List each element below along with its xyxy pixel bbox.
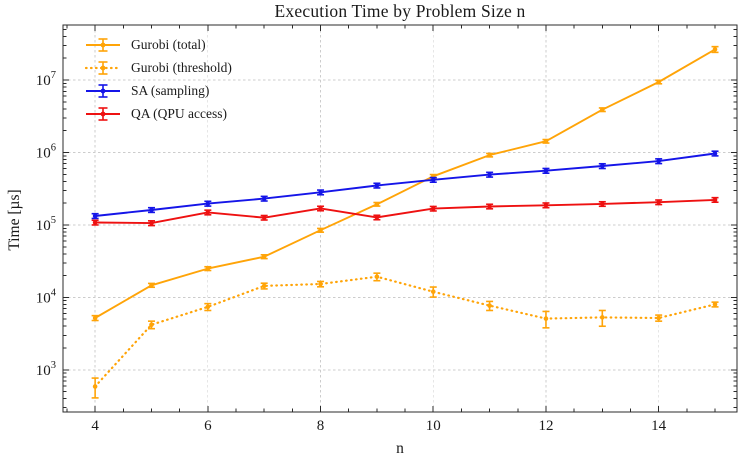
data-point — [149, 220, 154, 226]
chart-title: Execution Time by Problem Size n — [274, 1, 526, 21]
legend-marker — [86, 106, 120, 121]
legend-item: QA (QPU access) — [84, 102, 232, 125]
data-point — [318, 206, 323, 211]
data-point — [205, 210, 211, 215]
data-point — [318, 190, 323, 195]
data-point — [261, 283, 267, 289]
legend-marker — [86, 37, 120, 52]
data-point — [600, 107, 605, 112]
x-tick-label: 8 — [317, 418, 325, 434]
y-tick-label: 106 — [36, 142, 56, 161]
legend-item: Gurobi (threshold) — [84, 56, 232, 79]
y-tick-label: 103 — [36, 360, 56, 379]
data-point — [656, 158, 661, 164]
data-point — [712, 197, 718, 203]
data-point — [656, 79, 661, 85]
data-point — [430, 289, 436, 294]
data-point — [318, 227, 323, 233]
data-point — [149, 207, 154, 213]
data-point — [656, 315, 661, 321]
legend-label: Gurobi (threshold) — [131, 59, 232, 75]
x-tick-label: 6 — [204, 418, 212, 434]
legend-label: Gurobi (total) — [131, 36, 206, 52]
data-point — [487, 204, 492, 209]
data-point — [543, 202, 549, 208]
y-tick-label: 104 — [36, 287, 57, 306]
data-point — [543, 138, 549, 144]
data-point — [430, 177, 436, 183]
data-point — [712, 47, 718, 52]
data-point — [149, 322, 154, 327]
data-point — [374, 201, 380, 207]
data-point — [318, 281, 323, 287]
data-point — [374, 215, 380, 220]
series-line-1 — [94, 275, 717, 388]
x-tick-label: 4 — [91, 418, 99, 434]
legend-label: SA (sampling) — [131, 82, 210, 98]
x-tick-label: 10 — [426, 418, 441, 434]
data-point — [487, 303, 492, 308]
data-point — [261, 215, 267, 220]
series-line-0 — [94, 48, 716, 319]
series-line-2 — [94, 152, 716, 217]
data-point — [374, 274, 380, 280]
legend-item: SA (sampling) — [84, 79, 232, 102]
data-point — [205, 266, 211, 271]
data-point — [600, 201, 605, 207]
y-tick-label: 105 — [36, 215, 56, 234]
data-point — [92, 315, 98, 321]
legend-marker — [86, 83, 120, 98]
legend-item: Gurobi (total) — [84, 33, 232, 56]
x-tick-label: 14 — [651, 418, 667, 434]
data-point — [92, 220, 98, 225]
data-point — [205, 201, 211, 206]
data-point — [656, 199, 661, 205]
data-point — [92, 384, 98, 389]
series-line-3 — [94, 198, 716, 225]
data-point — [543, 316, 549, 321]
legend: Gurobi (total) Gurobi (threshold) SA (samp… — [84, 33, 232, 125]
x-axis-label: n — [396, 440, 404, 457]
data-point — [261, 254, 267, 259]
data-point — [543, 168, 549, 174]
data-point — [600, 163, 605, 169]
y-tick-label: 107 — [36, 70, 56, 89]
data-point — [205, 304, 211, 310]
data-point — [430, 206, 436, 211]
data-point — [261, 196, 267, 201]
data-point — [712, 151, 718, 156]
data-point — [487, 152, 492, 158]
data-point — [487, 172, 492, 177]
legend-label: QA (QPU access) — [131, 105, 227, 121]
x-tick-label: 12 — [538, 418, 553, 434]
plot-frame — [62, 24, 738, 413]
data-point — [600, 315, 605, 320]
data-point — [149, 282, 154, 288]
data-point — [712, 302, 718, 307]
y-axis-label: Time [µs] — [6, 189, 23, 251]
legend-marker — [84, 60, 122, 75]
data-point — [92, 213, 98, 219]
data-point — [374, 183, 380, 188]
